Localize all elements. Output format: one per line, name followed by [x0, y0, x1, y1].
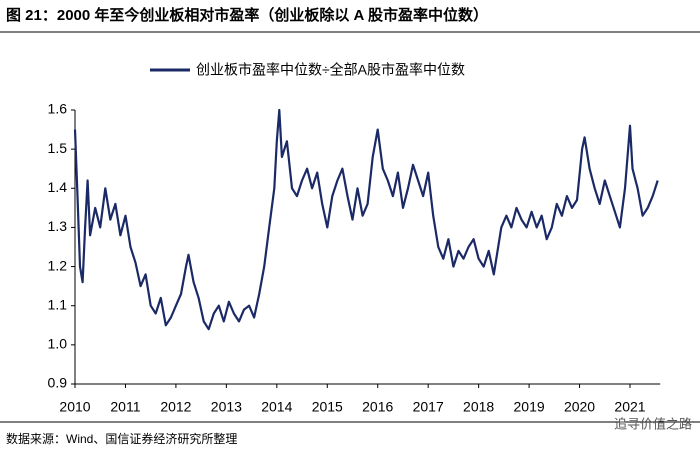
y-tick-label: 1.4	[48, 179, 68, 195]
x-tick-label: 2014	[261, 399, 292, 415]
x-tick-label: 2010	[59, 399, 90, 415]
x-tick-label: 2018	[463, 399, 494, 415]
x-tick-label: 2021	[614, 399, 645, 415]
source: 数据来源：Wind、国信证券经济研究所整理	[6, 431, 237, 446]
x-tick-label: 2016	[362, 399, 393, 415]
x-tick-label: 2012	[160, 399, 191, 415]
y-tick-label: 1.6	[48, 101, 68, 117]
y-tick-label: 1.0	[48, 336, 68, 352]
x-tick-label: 2020	[564, 399, 595, 415]
y-tick-label: 1.1	[48, 296, 68, 312]
x-tick-label: 2019	[514, 399, 545, 415]
x-tick-label: 2011	[110, 399, 140, 415]
x-tick-label: 2017	[413, 399, 444, 415]
y-tick-label: 1.2	[48, 257, 68, 273]
y-tick-label: 0.9	[48, 375, 68, 391]
y-tick-label: 1.5	[48, 140, 68, 156]
line-series	[73, 108, 659, 331]
chart-title: 图 21：2000 年至今创业板相对市盈率（创业板除以 A 股市盈率中位数）	[6, 6, 488, 24]
x-tick-label: 2015	[312, 399, 343, 415]
x-tick-label: 2013	[211, 399, 242, 415]
y-tick-label: 1.3	[48, 218, 68, 234]
legend-label: 创业板市盈率中位数÷全部A股市盈率中位数	[196, 62, 465, 78]
watermark: 追寻价值之路	[614, 416, 692, 431]
